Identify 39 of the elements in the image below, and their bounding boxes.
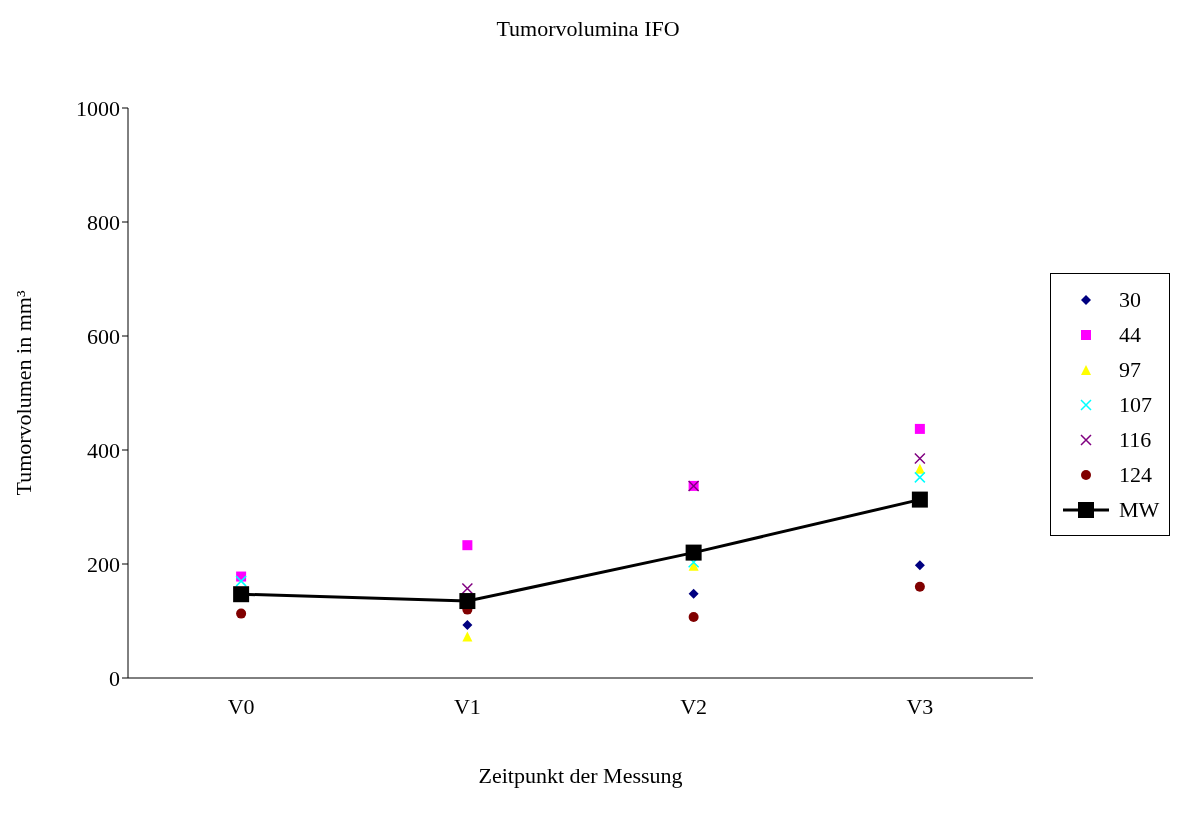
point — [459, 593, 476, 610]
point — [914, 423, 925, 434]
point — [236, 608, 247, 619]
y-tick-label: 200 — [87, 551, 120, 577]
x-axis-title: Zeitpunkt der Messung — [478, 763, 683, 788]
legend-label: 124 — [1119, 461, 1152, 488]
legend-label: MW — [1119, 496, 1160, 523]
chart-title: Tumorvolumina IFO — [495, 16, 681, 42]
point — [233, 586, 250, 603]
x-tick-label: V2 — [680, 693, 708, 719]
legend-label: 116 — [1119, 426, 1152, 453]
x-tick-label: V0 — [227, 693, 255, 719]
y-tick-label: 0 — [109, 665, 120, 691]
y-tick-label: 400 — [87, 437, 120, 463]
point — [685, 544, 702, 561]
y-tick-label: 600 — [87, 323, 120, 349]
point — [914, 471, 926, 484]
point — [461, 582, 474, 595]
legend-label: 44 — [1119, 321, 1141, 348]
y-tick-label: 800 — [87, 209, 120, 235]
point — [688, 560, 699, 571]
point — [462, 631, 473, 642]
point — [688, 612, 699, 623]
point — [462, 619, 473, 630]
point — [914, 581, 925, 592]
point — [462, 540, 473, 551]
point — [688, 588, 699, 599]
legend-label: 97 — [1119, 356, 1141, 383]
point — [914, 560, 925, 571]
legend-label: 30 — [1119, 286, 1141, 313]
x-tick-label: V3 — [906, 693, 934, 719]
legend-label: 107 — [1119, 391, 1152, 418]
y-axis-title: Tumorvolumen in mm³ — [10, 290, 36, 496]
point — [911, 491, 928, 508]
y-tick-label: 1000 — [76, 95, 120, 121]
point — [914, 452, 926, 465]
point — [235, 575, 247, 587]
point — [914, 463, 925, 474]
x-tick-label: V1 — [453, 693, 481, 719]
